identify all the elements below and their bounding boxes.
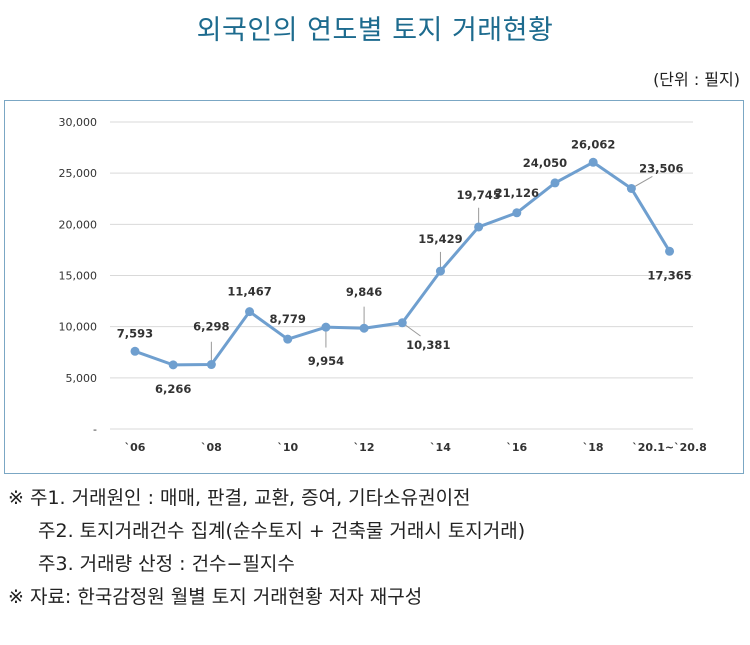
data-point: [626, 183, 636, 193]
data-point: [588, 157, 598, 167]
y-tick-label: 15,000: [59, 270, 98, 283]
data-label: 9,954: [308, 354, 344, 368]
line-chart: 30,000 25,000 20,000 15,000 10,000 5,000 - `06 `…: [59, 116, 707, 454]
data-point: [206, 360, 216, 370]
note-line: 주3. 거래량 산정 : 건수−필지수: [38, 553, 295, 575]
data-label: 6,298: [193, 320, 229, 334]
data-label: 15,429: [418, 232, 462, 246]
data-label: 7,593: [117, 326, 153, 340]
data-label: 19,745: [456, 188, 500, 202]
data-point: [321, 322, 331, 332]
x-tick-label: `06: [125, 441, 146, 454]
notes: ※ 주1. 거래원인 : 매매, 판결, 교환, 증여, 기타소유권이전 주2.…: [8, 482, 525, 614]
data-point: [550, 178, 560, 188]
y-tick-label: 25,000: [59, 167, 98, 180]
x-tick-label: `16: [506, 441, 527, 454]
y-tick-label: 30,000: [59, 116, 98, 129]
data-label: 21,126: [495, 186, 539, 200]
data-point: [435, 266, 445, 276]
data-label: 10,381: [406, 338, 450, 352]
x-tick-label: `14: [430, 441, 451, 454]
data-point: [665, 246, 675, 256]
data-label: 23,506: [639, 161, 683, 175]
data-point: [397, 318, 407, 328]
data-label: 8,779: [270, 312, 306, 326]
y-tick-label: 5,000: [66, 372, 98, 385]
data-point: [283, 334, 293, 344]
x-tick-label: `20.1~`20.8: [632, 441, 707, 454]
y-tick-label: 20,000: [59, 218, 98, 231]
x-tick-label: `08: [201, 441, 222, 454]
note-line: ※ 자료: 한국감정원 월별 토지 거래현황 저자 재구성: [8, 586, 423, 608]
data-point: [130, 346, 140, 356]
data-label: 26,062: [571, 137, 615, 151]
data-point: [168, 360, 178, 370]
x-tick-label: `10: [277, 441, 298, 454]
chart-frame: 30,000 25,000 20,000 15,000 10,000 5,000 - `06 `…: [4, 100, 744, 474]
data-point: [474, 222, 484, 232]
series-line: [134, 160, 671, 367]
data-label: 6,266: [155, 382, 191, 396]
data-label: 11,467: [227, 285, 271, 299]
x-tick-label: `18: [583, 441, 604, 454]
data-point: [512, 208, 522, 218]
note-line: 주2. 토지거래건수 집계(순수토지 + 건축물 거래시 토지거래): [38, 520, 526, 542]
data-point: [359, 323, 369, 333]
unit-label: (단위 : 필지): [653, 70, 740, 89]
chart-title: 외국인의 연도별 토지 거래현황: [196, 15, 554, 46]
x-tick-label: `12: [354, 441, 375, 454]
data-label: 17,365: [647, 268, 691, 282]
data-point: [245, 307, 255, 317]
data-label: 9,846: [346, 285, 382, 299]
y-tick-label: 10,000: [59, 321, 98, 334]
y-tick-label: -: [93, 423, 97, 436]
note-line: ※ 주1. 거래원인 : 매매, 판결, 교환, 증여, 기타소유권이전: [8, 487, 471, 509]
data-label: 24,050: [523, 156, 567, 170]
